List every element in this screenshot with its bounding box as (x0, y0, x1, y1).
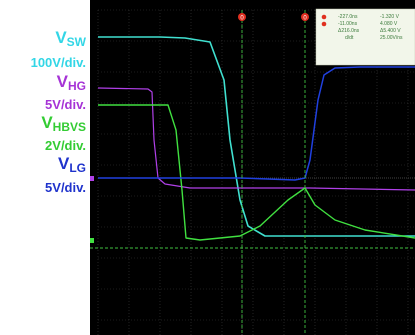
cursor-marker-left (238, 13, 246, 21)
vhbvs-label: VHBVS (41, 113, 86, 134)
readout-ddt-value: 25.00V/ns (380, 35, 403, 41)
cursor-lines (90, 10, 415, 335)
vhg-label: VHG (56, 72, 86, 93)
vsw-trace (98, 36, 415, 237)
readout-ddt-label: d/dt (345, 35, 354, 41)
readout-marker-2 (321, 21, 327, 27)
readout-time-2: -11.00ns (338, 21, 358, 27)
waveform-traces (90, 36, 415, 243)
vhbvs-scale: 2V/div. (45, 138, 86, 153)
cursor-readout-box (315, 8, 415, 66)
vhbvs-ground-marker (90, 238, 94, 243)
oscilloscope-screen: 0 0 -227.0ns -1.320 V -11.00ns 4.080 V Δ… (90, 0, 415, 335)
oscilloscope-plot: 0 0 -227.0ns -1.320 V -11.00ns 4.080 V Δ… (90, 8, 415, 335)
readout-marker-1 (321, 14, 327, 20)
channel-label-panel: VSW 100V/div. VHG 5V/div. VHBVS 2V/div. … (0, 0, 90, 335)
vhbvs-trace (98, 104, 415, 241)
vsw-scale: 100V/div. (30, 55, 86, 70)
vlg-scale: 5V/div. (45, 180, 86, 195)
cursor-marker-left-label: 0 (240, 16, 244, 22)
vsw-label: VSW (55, 28, 86, 49)
readout-time-delta: Δ216.0ns (338, 28, 360, 34)
cursor-marker-right (301, 13, 309, 21)
vhg-ground-marker (90, 176, 94, 181)
readout-volt-1: -1.320 V (380, 14, 400, 20)
readout-time-1: -227.0ns (338, 14, 358, 20)
readout-volt-delta: Δ5.400 V (380, 28, 401, 34)
vhg-trace (97, 87, 415, 191)
vhg-scale: 5V/div. (45, 97, 86, 112)
cursor-overlay: 0 0 -227.0ns -1.320 V -11.00ns 4.080 V Δ… (238, 8, 415, 66)
vlg-trace (98, 66, 415, 181)
readout-volt-2: 4.080 V (380, 21, 398, 27)
vlg-label: VLG (57, 154, 86, 175)
cursor-marker-right-label: 0 (303, 16, 307, 22)
